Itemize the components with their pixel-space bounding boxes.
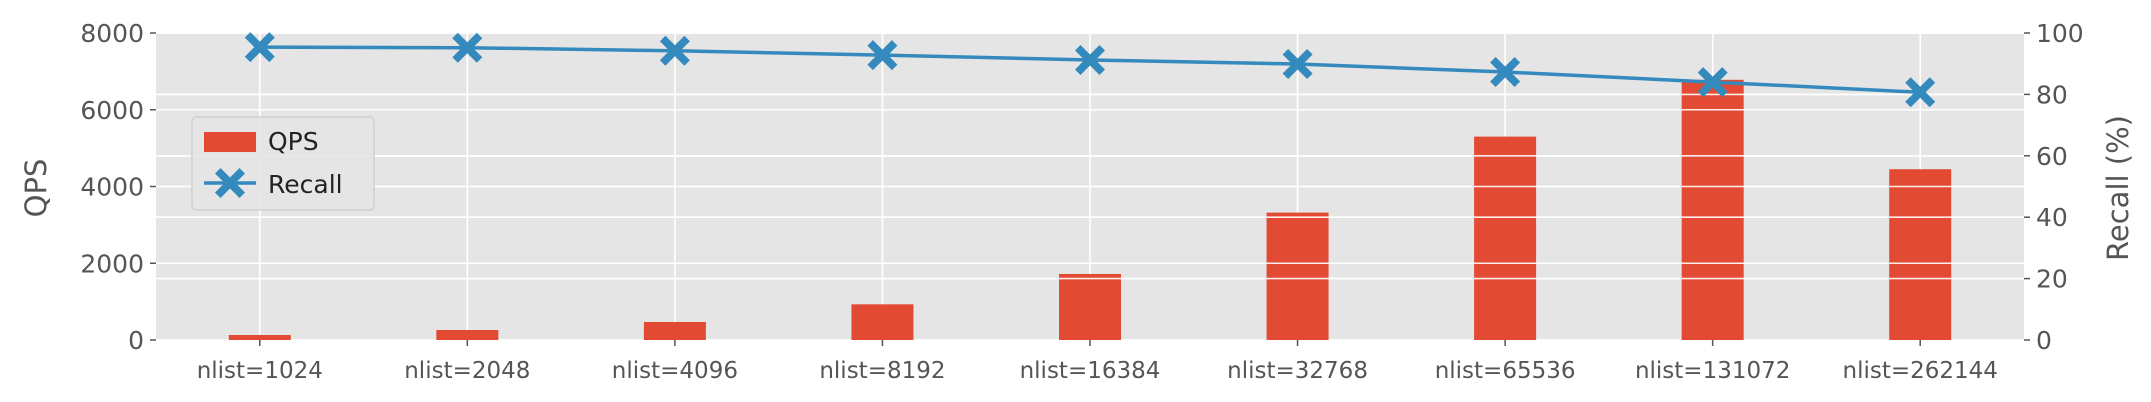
right-y-tick-label-0: 0 xyxy=(2036,326,2052,355)
left-y-tick-label-2: 4000 xyxy=(80,173,144,202)
x-tick-label-3: nlist=8192 xyxy=(819,358,945,384)
qps-bar-8 xyxy=(1889,169,1952,340)
recall-marker-2 xyxy=(659,35,690,66)
right-y-ticks: 0 20 40 60 80 100 xyxy=(2024,19,2084,355)
x-tick-label-5: nlist=32768 xyxy=(1227,358,1368,384)
x-tick-label-0: nlist=1024 xyxy=(197,358,323,384)
right-y-tick-label-4: 80 xyxy=(2036,80,2068,109)
legend-recall-label: Recall xyxy=(268,170,343,199)
qps-bar-0 xyxy=(228,335,291,340)
x-tick-label-4: nlist=16384 xyxy=(1020,358,1161,384)
recall-marker-4 xyxy=(1075,45,1105,75)
recall-marker-8 xyxy=(1905,77,1936,108)
x-ticks: nlist=1024 nlist=2048 nlist=4096 nlist=8192… xyxy=(197,340,1998,384)
x-tick-label-6: nlist=65536 xyxy=(1435,358,1576,384)
x-tick-label-8: nlist=262144 xyxy=(1843,358,1998,384)
legend-recall-marker-icon xyxy=(215,168,245,198)
recall-marker-3 xyxy=(867,40,898,71)
right-y-axis-title: Recall (%) xyxy=(2101,115,2135,261)
recall-marker-6 xyxy=(1490,57,1521,87)
qps-bar-2 xyxy=(643,321,706,340)
qps-bar-1 xyxy=(436,330,499,340)
qps-bar-7 xyxy=(1681,79,1744,340)
left-y-tick-label-4: 8000 xyxy=(80,19,144,48)
recall-marker-0 xyxy=(244,32,275,63)
qps-bar-4 xyxy=(1059,273,1121,340)
left-y-tick-label-0: 0 xyxy=(128,326,144,355)
x-tick-label-7: nlist=131072 xyxy=(1635,358,1790,384)
x-tick-label-1: nlist=2048 xyxy=(404,358,530,384)
left-y-ticks: 0 2000 4000 6000 8000 xyxy=(80,19,156,355)
recall-marker-5 xyxy=(1282,49,1313,79)
right-y-tick-label-1: 20 xyxy=(2036,265,2068,294)
right-y-tick-label-2: 40 xyxy=(2036,203,2068,232)
qps-bar-6 xyxy=(1474,136,1537,340)
left-y-axis-title: QPS xyxy=(19,159,53,218)
left-y-tick-label-3: 6000 xyxy=(80,96,144,125)
left-y-tick-label-1: 2000 xyxy=(80,249,144,278)
right-y-tick-label-5: 100 xyxy=(2036,19,2084,48)
recall-marker-1 xyxy=(452,32,483,63)
legend-qps-swatch xyxy=(204,132,256,152)
legend: QPS Recall xyxy=(191,116,375,211)
recall-marker-7 xyxy=(1697,67,1728,98)
recall-markers xyxy=(244,32,1936,108)
bars xyxy=(156,32,2024,340)
qps-bar-5 xyxy=(1266,212,1329,340)
right-y-tick-label-3: 60 xyxy=(2036,142,2068,171)
x-tick-label-2: nlist=4096 xyxy=(612,358,738,384)
qps-bar-3 xyxy=(851,304,914,340)
legend-qps-label: QPS xyxy=(268,127,319,156)
